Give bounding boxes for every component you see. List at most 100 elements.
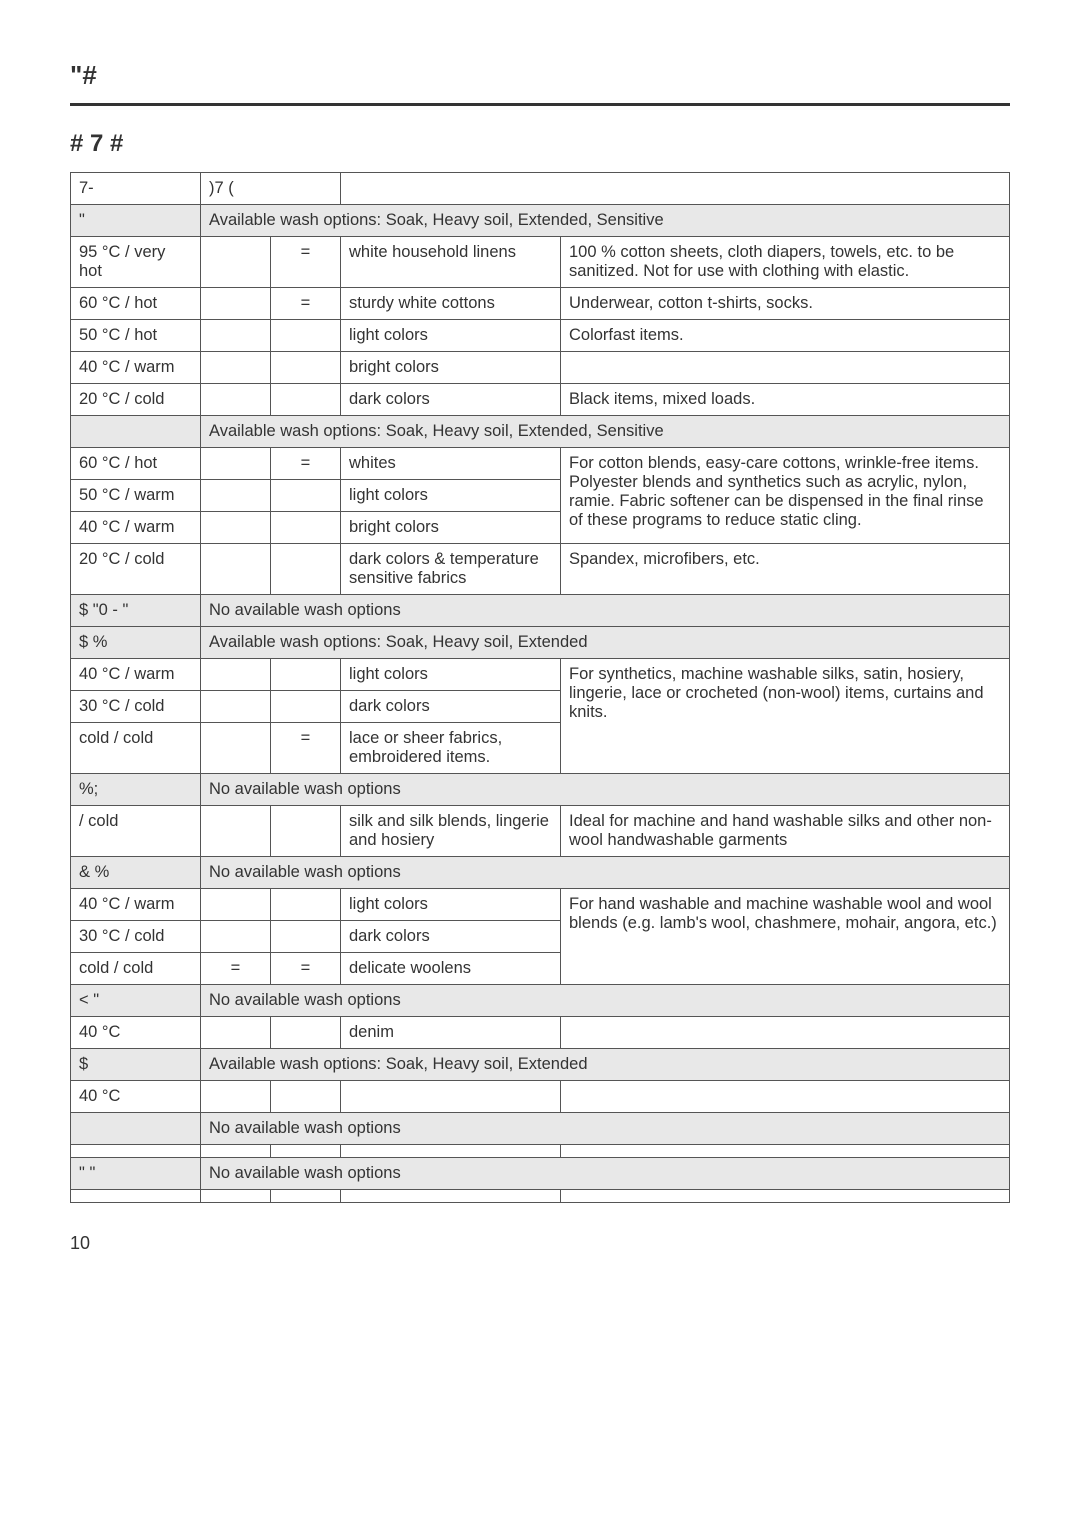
temp-cell: cold / cold [71,723,201,774]
fabric-cell: light colors [341,659,561,691]
col2-cell [201,384,271,416]
note-cell: 100 % cotton sheets, cloth diapers, towe… [561,237,1010,288]
fabric-cell: dark colors & temperature sensitive fabr… [341,544,561,595]
section-label: < " [71,985,201,1017]
temp-cell: 60 °C / hot [71,448,201,480]
temp-cell: 40 °C / warm [71,352,201,384]
col3-cell [271,1017,341,1049]
note-cell: Colorfast items. [561,320,1010,352]
table-header-cell: 7- [71,173,201,205]
note-cell: For cotton blends, easy-care cottons, wr… [561,448,1010,544]
col3-cell [271,691,341,723]
col2-cell [201,480,271,512]
section-label: $ [71,1049,201,1081]
col2-cell [201,320,271,352]
fabric-cell [341,1190,561,1203]
col3-cell [271,1145,341,1158]
page-subheader: # 7 # [70,124,1010,172]
col2-cell [201,1190,271,1203]
temp-cell: 30 °C / cold [71,921,201,953]
col2-cell [201,691,271,723]
col3-cell [271,806,341,857]
col2-cell [201,889,271,921]
fabric-cell: delicate woolens [341,953,561,985]
col3-cell [271,889,341,921]
temp-cell: / cold [71,806,201,857]
note-cell: For synthetics, machine washable silks, … [561,659,1010,774]
section-label: $ "0 - " [71,595,201,627]
col2-cell [201,1145,271,1158]
section-options: No available wash options [201,1113,1010,1145]
section-options: No available wash options [201,774,1010,806]
section-label: $ % [71,627,201,659]
section-label [71,416,201,448]
section-options: Available wash options: Soak, Heavy soil… [201,416,1010,448]
temp-cell: 40 °C / warm [71,659,201,691]
fabric-cell: denim [341,1017,561,1049]
col3-cell [271,480,341,512]
col3-cell: = [271,953,341,985]
fabric-cell [341,1081,561,1113]
temp-cell: 20 °C / cold [71,384,201,416]
note-cell: Ideal for machine and hand washable silk… [561,806,1010,857]
temp-cell: cold / cold [71,953,201,985]
temp-cell: 30 °C / cold [71,691,201,723]
fabric-cell: lace or sheer fabrics, embroidered items… [341,723,561,774]
temp-cell [71,1190,201,1203]
temp-cell: 40 °C / warm [71,889,201,921]
col3-cell [271,352,341,384]
section-options: No available wash options [201,595,1010,627]
page-number: 10 [70,1233,1010,1254]
col3-cell: = [271,288,341,320]
temp-cell: 40 °C / warm [71,512,201,544]
fabric-cell: light colors [341,480,561,512]
fabric-cell: silk and silk blends, lingerie and hosie… [341,806,561,857]
temp-cell: 60 °C / hot [71,288,201,320]
col2-cell [201,806,271,857]
section-options: Available wash options: Soak, Heavy soil… [201,205,1010,237]
temp-cell: 20 °C / cold [71,544,201,595]
col2-cell [201,544,271,595]
fabric-cell: light colors [341,320,561,352]
col3-cell: = [271,448,341,480]
col2-cell [201,1081,271,1113]
section-label: & % [71,857,201,889]
col3-cell [271,512,341,544]
col2-cell: = [201,953,271,985]
fabric-cell [341,1145,561,1158]
temp-cell: 50 °C / hot [71,320,201,352]
note-cell: Black items, mixed loads. [561,384,1010,416]
col3-cell [271,921,341,953]
section-options: No available wash options [201,985,1010,1017]
col2-cell [201,448,271,480]
col3-cell [271,384,341,416]
programs-table: 7-)7 ("Available wash options: Soak, Hea… [70,172,1010,1203]
section-options: No available wash options [201,1158,1010,1190]
temp-cell: 40 °C [71,1017,201,1049]
page-header: "# [70,60,1010,106]
fabric-cell: light colors [341,889,561,921]
col2-cell [201,352,271,384]
fabric-cell: dark colors [341,384,561,416]
col3-cell [271,1190,341,1203]
section-options: Available wash options: Soak, Heavy soil… [201,627,1010,659]
fabric-cell: dark colors [341,691,561,723]
note-cell [561,1145,1010,1158]
col3-cell [271,544,341,595]
temp-cell [71,1145,201,1158]
note-cell [561,1017,1010,1049]
section-label: " " [71,1158,201,1190]
fabric-cell: dark colors [341,921,561,953]
col3-cell: = [271,237,341,288]
fabric-cell: bright colors [341,512,561,544]
note-cell: Underwear, cotton t-shirts, socks. [561,288,1010,320]
col2-cell [201,723,271,774]
section-label [71,1113,201,1145]
col3-cell [271,1081,341,1113]
note-cell [561,1190,1010,1203]
table-header-cell [341,173,1010,205]
temp-cell: 40 °C [71,1081,201,1113]
fabric-cell: whites [341,448,561,480]
col2-cell [201,1017,271,1049]
section-options: No available wash options [201,857,1010,889]
